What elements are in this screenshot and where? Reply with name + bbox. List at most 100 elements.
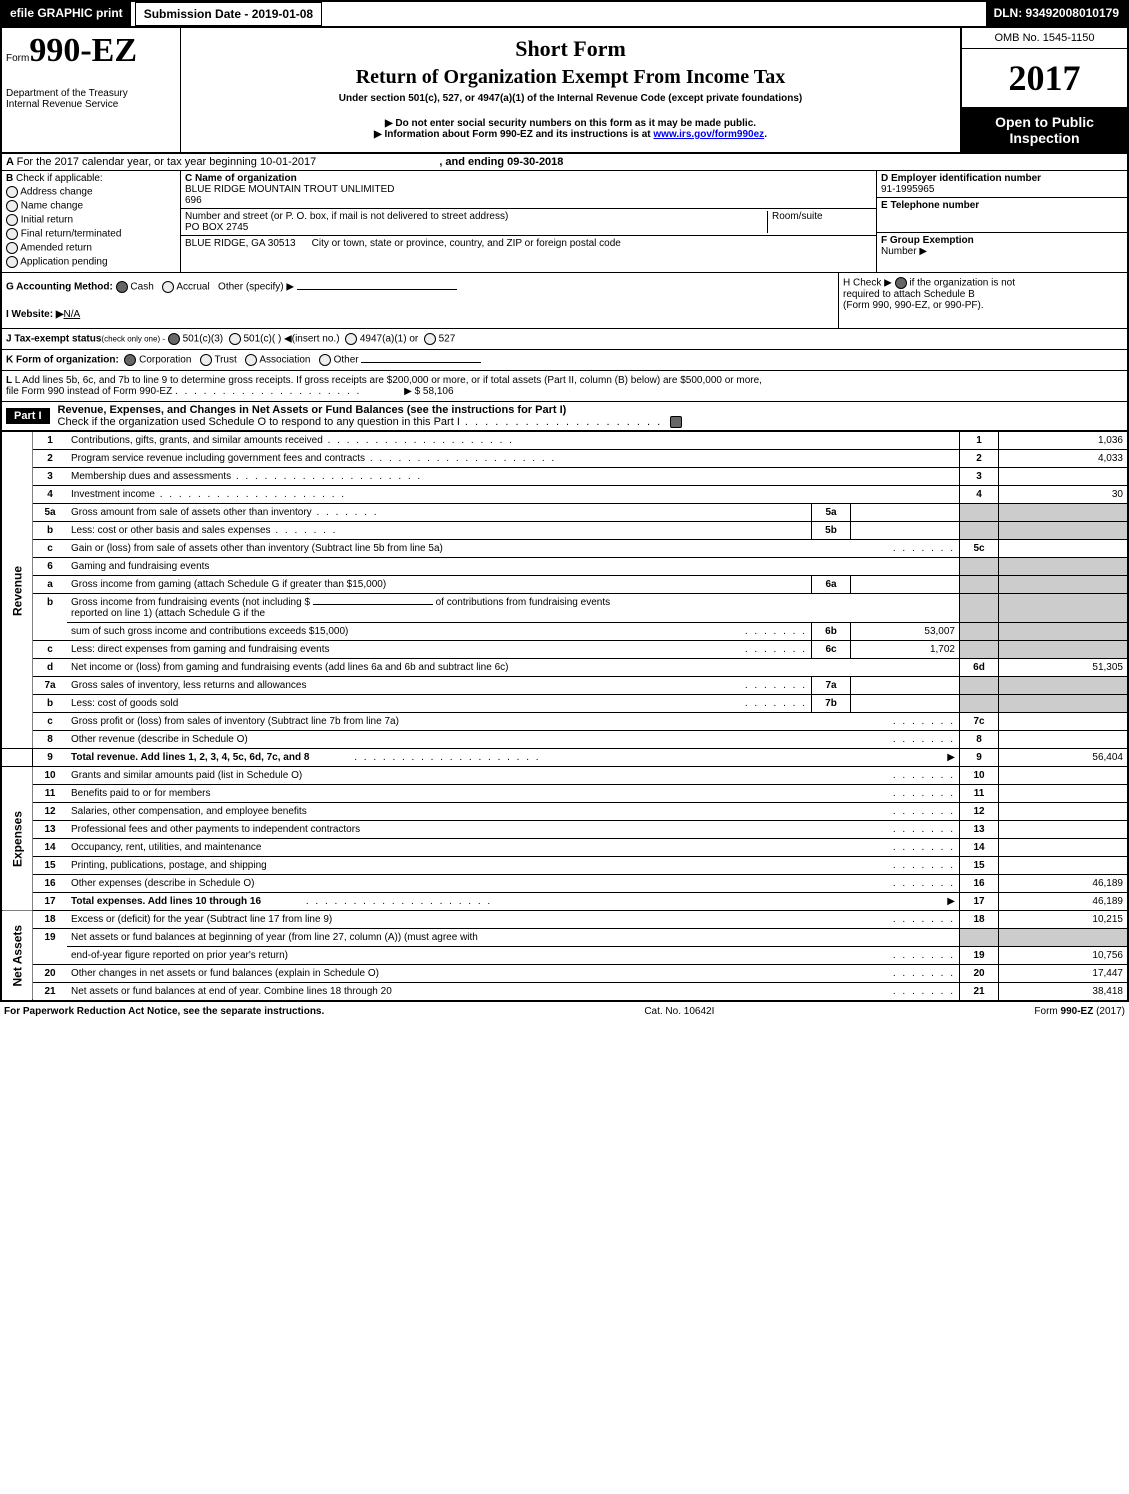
line-6d-text: Net income or (loss) from gaming and fun… <box>67 659 960 677</box>
final-return-checkbox[interactable] <box>6 228 18 240</box>
line-6c-gray <box>960 641 999 659</box>
h-checkbox[interactable] <box>895 277 907 289</box>
net-assets-side-label: Net Assets <box>2 911 33 1001</box>
dots-5a <box>312 507 379 518</box>
501c-checkbox[interactable] <box>229 333 241 345</box>
line-6b-mnum: 6b <box>812 623 851 641</box>
row-k: K Form of organization: Corporation Trus… <box>2 350 1127 371</box>
name-change-checkbox[interactable] <box>6 200 18 212</box>
part-i-title: Revenue, Expenses, and Changes in Net As… <box>58 404 567 416</box>
dots-14 <box>893 842 955 853</box>
dots-18 <box>893 914 955 925</box>
tax-exempt-label: J Tax-exempt status <box>6 334 101 345</box>
association-checkbox[interactable] <box>245 354 257 366</box>
line-20-num: 20 <box>33 965 68 983</box>
other-org-label: Other <box>334 355 359 366</box>
form-ref-bold: 990-EZ <box>1061 1006 1094 1017</box>
line-3-num: 3 <box>33 468 68 486</box>
line-6c-mval: 1,702 <box>851 641 960 659</box>
instr2-pre: ▶ Information about Form 990-EZ and its … <box>374 129 653 140</box>
line-5a-text: Gross amount from sale of assets other t… <box>71 507 312 518</box>
line-18-text: Excess or (deficit) for the year (Subtra… <box>71 914 332 925</box>
line-6a-num: a <box>33 576 68 594</box>
final-return-label: Final return/terminated <box>21 229 122 240</box>
line-7b-mval <box>851 695 960 713</box>
dots-8 <box>893 734 955 745</box>
line-5b-text: Less: cost or other basis and sales expe… <box>71 525 271 536</box>
accrual-label: Accrual <box>176 282 209 293</box>
line-5b-num: b <box>33 522 68 540</box>
part-i-label: Part I <box>6 408 50 424</box>
gross-receipts-value: ▶ $ 58,106 <box>404 386 453 397</box>
efile-print-button[interactable]: efile GRAPHIC print <box>2 2 131 26</box>
line-19-rnum: 19 <box>960 947 999 965</box>
line-13-rnum: 13 <box>960 821 999 839</box>
line-5b-gray <box>960 522 999 540</box>
line-6a-mval <box>851 576 960 594</box>
line-21-rnum: 21 <box>960 983 999 1001</box>
other-org-checkbox[interactable] <box>319 354 331 366</box>
line-6b2-gray <box>960 623 999 641</box>
dots-21 <box>893 986 955 997</box>
line-19-gray2 <box>999 929 1128 947</box>
line-7a-gray2 <box>999 677 1128 695</box>
cash-checkbox[interactable] <box>116 281 128 293</box>
line-8-num: 8 <box>33 731 68 749</box>
form990ez-link[interactable]: www.irs.gov/form990ez <box>653 129 764 140</box>
row-l: L L Add lines 5b, 6c, and 7b to line 9 t… <box>2 371 1127 402</box>
line-2-value: 4,033 <box>999 450 1128 468</box>
line-15-num: 15 <box>33 857 68 875</box>
line-6-num: 6 <box>33 558 68 576</box>
accrual-checkbox[interactable] <box>162 281 174 293</box>
dots-7c <box>893 716 955 727</box>
line-3-text: Membership dues and assessments <box>71 471 231 482</box>
line-7b-num: b <box>33 695 68 713</box>
line-18-num: 18 <box>33 911 68 929</box>
line-12-rnum: 12 <box>960 803 999 821</box>
line-1-value: 1,036 <box>999 432 1128 450</box>
line-12-num: 12 <box>33 803 68 821</box>
line-6-gray2 <box>999 558 1128 576</box>
line-15-rnum: 15 <box>960 857 999 875</box>
trust-checkbox[interactable] <box>200 354 212 366</box>
527-checkbox[interactable] <box>424 333 436 345</box>
dept-irs: Internal Revenue Service <box>6 99 176 110</box>
line-6c-gray2 <box>999 641 1128 659</box>
line-5b-mval <box>851 522 960 540</box>
amended-return-checkbox[interactable] <box>6 242 18 254</box>
line-6-text: Gaming and fundraising events <box>67 558 960 576</box>
line-20-value: 17,447 <box>999 965 1128 983</box>
section-a: A For the 2017 calendar year, or tax yea… <box>2 154 1127 171</box>
tax-year: 2017 <box>962 49 1127 108</box>
line-5c-value <box>999 540 1128 558</box>
501c3-checkbox[interactable] <box>168 333 180 345</box>
line-5a-num: 5a <box>33 504 68 522</box>
line-6b-num: b <box>33 594 68 641</box>
line-7c-rnum: 7c <box>960 713 999 731</box>
form-org-label: K Form of organization: <box>6 355 119 366</box>
schedule-o-checkbox[interactable] <box>670 416 682 428</box>
arrow-17: ▶ <box>947 896 955 907</box>
line-11-text: Benefits paid to or for members <box>71 788 211 799</box>
line-21-text: Net assets or fund balances at end of ye… <box>71 986 392 997</box>
tax-exempt-sub: (check only one) - <box>101 335 165 344</box>
line-3-value <box>999 468 1128 486</box>
form-ref-post: (2017) <box>1093 1006 1125 1017</box>
line-5c-text: Gain or (loss) from sale of assets other… <box>71 543 443 554</box>
initial-return-checkbox[interactable] <box>6 214 18 226</box>
address-change-checkbox[interactable] <box>6 186 18 198</box>
line-6c-num: c <box>33 641 68 659</box>
line-4-num: 4 <box>33 486 68 504</box>
application-pending-checkbox[interactable] <box>6 256 18 268</box>
line-20-rnum: 20 <box>960 965 999 983</box>
dots-13 <box>893 824 955 835</box>
line-6c-mnum: 6c <box>812 641 851 659</box>
line-6-gray <box>960 558 999 576</box>
501c-label: 501(c)( ) ◀(insert no.) <box>243 334 339 345</box>
4947-checkbox[interactable] <box>345 333 357 345</box>
trust-label: Trust <box>214 355 236 366</box>
address-value: PO BOX 2745 <box>185 222 751 233</box>
line-12-text: Salaries, other compensation, and employ… <box>71 806 307 817</box>
line-12-value <box>999 803 1128 821</box>
corporation-checkbox[interactable] <box>124 354 136 366</box>
